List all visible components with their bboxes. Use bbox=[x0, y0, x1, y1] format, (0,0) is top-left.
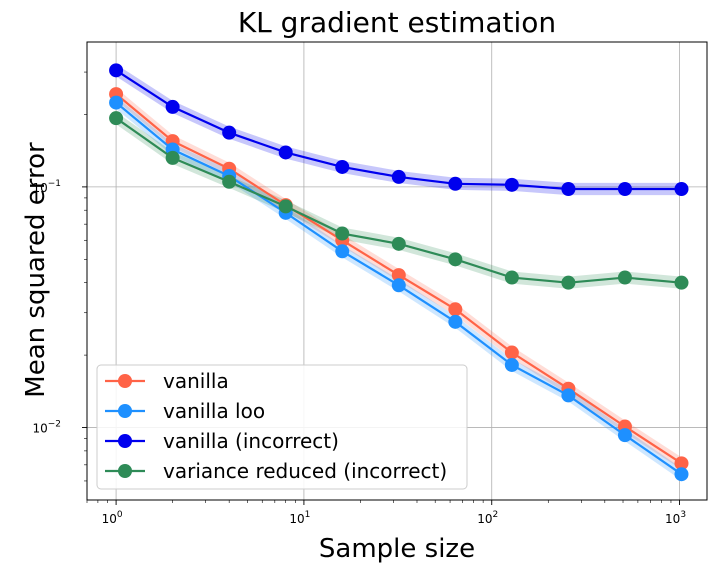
point-variance-reduced-incorrect bbox=[448, 252, 463, 267]
point-variance-reduced-incorrect bbox=[222, 174, 237, 189]
point-vanilla-incorrect bbox=[674, 182, 689, 197]
point-variance-reduced-incorrect bbox=[561, 275, 576, 290]
point-vanilla-incorrect bbox=[561, 182, 576, 197]
point-vanilla-incorrect bbox=[448, 176, 463, 191]
point-vanilla-loo bbox=[674, 467, 689, 482]
y-tick-exponent: −1 bbox=[48, 179, 61, 189]
point-vanilla bbox=[391, 268, 406, 283]
point-variance-reduced-incorrect bbox=[109, 111, 124, 126]
point-vanilla-loo bbox=[561, 388, 576, 403]
plot-frame bbox=[86, 41, 708, 501]
point-vanilla-loo bbox=[448, 314, 463, 329]
point-vanilla-loo bbox=[504, 357, 519, 372]
legend-marker-variance-reduced-incorrect bbox=[118, 464, 132, 478]
legend-label-vanilla-incorrect: vanilla (incorrect) bbox=[163, 429, 339, 453]
point-variance-reduced-incorrect bbox=[674, 275, 689, 290]
point-vanilla-loo bbox=[391, 278, 406, 293]
legend-label-vanilla: vanilla bbox=[163, 369, 229, 393]
x-axis-label: Sample size bbox=[319, 534, 475, 564]
point-vanilla-incorrect bbox=[165, 99, 180, 114]
y-tick-label: 10−2 bbox=[32, 420, 61, 436]
legend-label-variance-reduced-incorrect: variance reduced (incorrect) bbox=[163, 459, 447, 483]
point-vanilla-incorrect bbox=[109, 63, 124, 78]
point-variance-reduced-incorrect bbox=[504, 270, 519, 285]
point-variance-reduced-incorrect bbox=[335, 226, 350, 241]
x-tick-label: 100 bbox=[102, 510, 123, 526]
point-vanilla-incorrect bbox=[504, 177, 519, 192]
y-tick-exponent: −2 bbox=[48, 420, 61, 430]
legend-box bbox=[96, 364, 468, 490]
x-tick-label: 102 bbox=[477, 510, 498, 526]
line-variance-reduced-incorrect bbox=[115, 117, 682, 284]
point-vanilla-loo bbox=[109, 95, 124, 110]
point-variance-reduced-incorrect bbox=[617, 270, 632, 285]
y-axis-label: Mean squared error bbox=[21, 142, 51, 398]
point-vanilla bbox=[448, 302, 463, 317]
series-lines bbox=[109, 63, 689, 482]
x-tick-label: 103 bbox=[665, 510, 686, 526]
legend-label-vanilla-loo: vanilla loo bbox=[163, 399, 265, 423]
band-variance-reduced-incorrect bbox=[116, 112, 682, 289]
x-tick-label: 101 bbox=[289, 510, 310, 526]
point-vanilla-loo bbox=[617, 428, 632, 443]
chart-title: KL gradient estimation bbox=[238, 6, 556, 39]
x-tick-exponent: 2 bbox=[493, 510, 499, 520]
point-variance-reduced-incorrect bbox=[278, 199, 293, 214]
legend-marker-vanilla-loo bbox=[118, 404, 132, 418]
x-tick-exponent: 1 bbox=[305, 510, 311, 520]
point-vanilla-incorrect bbox=[278, 145, 293, 160]
point-vanilla-incorrect bbox=[617, 182, 632, 197]
point-vanilla-incorrect bbox=[391, 169, 406, 184]
point-variance-reduced-incorrect bbox=[391, 236, 406, 251]
x-tick-exponent: 0 bbox=[117, 510, 123, 520]
point-vanilla-incorrect bbox=[222, 125, 237, 140]
point-vanilla-loo bbox=[335, 244, 350, 259]
legend: vanilla vanilla loo vanilla (incorrect) var… bbox=[96, 364, 468, 490]
point-vanilla bbox=[504, 345, 519, 360]
point-vanilla-incorrect bbox=[335, 159, 350, 174]
legend-marker-vanilla bbox=[118, 374, 132, 388]
legend-marker-vanilla-incorrect bbox=[118, 434, 132, 448]
point-vanilla bbox=[674, 456, 689, 471]
x-tick-exponent: 3 bbox=[680, 510, 686, 520]
point-variance-reduced-incorrect bbox=[165, 150, 180, 165]
